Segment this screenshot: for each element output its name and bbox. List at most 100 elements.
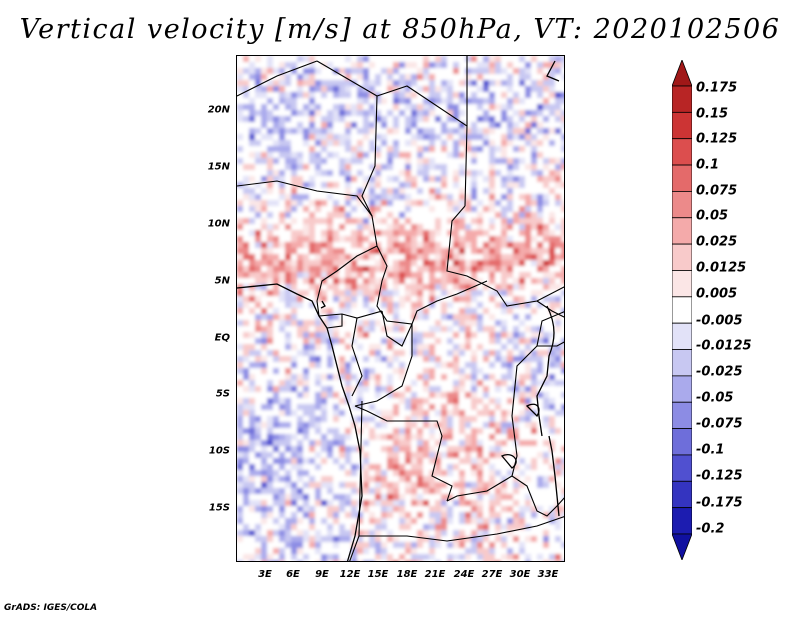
field-cell [513, 68, 519, 74]
field-cell [507, 272, 513, 278]
field-cell [249, 122, 255, 128]
field-cell [501, 356, 507, 362]
field-cell [327, 416, 333, 422]
field-cell [429, 92, 435, 98]
field-cell [357, 362, 363, 368]
field-cell [537, 224, 543, 230]
field-cell [501, 548, 507, 554]
field-cell [333, 482, 339, 488]
field-cell [375, 236, 381, 242]
field-cell [465, 56, 471, 62]
field-cell [279, 398, 285, 404]
field-cell [459, 320, 465, 326]
field-cell [519, 470, 525, 476]
field-cell [429, 170, 435, 176]
field-cell [237, 368, 243, 374]
field-cell [501, 176, 507, 182]
field-cell [519, 146, 525, 152]
field-cell [333, 140, 339, 146]
field-cell [369, 356, 375, 362]
field-cell [399, 374, 405, 380]
field-cell [471, 74, 477, 80]
field-cell [339, 176, 345, 182]
field-cell [447, 302, 453, 308]
field-cell [429, 290, 435, 296]
field-cell [351, 122, 357, 128]
field-cell [435, 80, 441, 86]
field-cell [555, 74, 561, 80]
field-cell [285, 434, 291, 440]
field-cell [399, 164, 405, 170]
field-cell [315, 554, 321, 560]
field-cell [507, 122, 513, 128]
field-cell [279, 242, 285, 248]
field-cell [279, 332, 285, 338]
field-cell [315, 560, 321, 561]
field-cell [237, 224, 243, 230]
field-cell [477, 332, 483, 338]
field-cell [477, 428, 483, 434]
field-cell [507, 284, 513, 290]
field-cell [507, 464, 513, 470]
field-cell [285, 536, 291, 542]
field-cell [309, 488, 315, 494]
field-cell [249, 104, 255, 110]
field-cell [561, 188, 564, 194]
field-cell [351, 482, 357, 488]
field-cell [291, 356, 297, 362]
field-cell [441, 68, 447, 74]
field-cell [261, 404, 267, 410]
field-cell [255, 74, 261, 80]
field-cell [375, 410, 381, 416]
coastlines [237, 60, 560, 561]
field-cell [489, 398, 495, 404]
grads-credit: GrADS: IGES/COLA [4, 603, 98, 613]
field-cell [255, 242, 261, 248]
field-cell [561, 338, 564, 344]
field-cell [393, 530, 399, 536]
field-cell [237, 386, 243, 392]
colorbar-label: 0.05 [696, 208, 729, 224]
field-cell [351, 86, 357, 92]
field-cell [357, 266, 363, 272]
field-cell [249, 206, 255, 212]
field-cell [339, 386, 345, 392]
field-cell [507, 380, 513, 386]
field-cell [237, 188, 243, 194]
field-cell [471, 368, 477, 374]
field-cell [303, 194, 309, 200]
field-cell [423, 344, 429, 350]
field-cell [255, 200, 261, 206]
field-cell [507, 536, 513, 542]
field-cell [399, 116, 405, 122]
field-cell [327, 464, 333, 470]
field-cell [303, 368, 309, 374]
field-cell [537, 512, 543, 518]
field-cell [435, 56, 441, 62]
field-cell [363, 314, 369, 320]
field-cell [471, 554, 477, 560]
field-cell [303, 536, 309, 542]
field-cell [303, 146, 309, 152]
field-cell [561, 488, 564, 494]
field-cell [351, 152, 357, 158]
field-cell [381, 164, 387, 170]
field-cell [261, 356, 267, 362]
field-cell [423, 92, 429, 98]
field-cell [495, 128, 501, 134]
field-cell [519, 170, 525, 176]
field-cell [525, 188, 531, 194]
field-cell [549, 320, 555, 326]
field-cell [429, 476, 435, 482]
field-cell [411, 164, 417, 170]
field-cell [513, 314, 519, 320]
field-cell [303, 302, 309, 308]
field-cell [249, 356, 255, 362]
field-cell [549, 110, 555, 116]
field-cell [525, 506, 531, 512]
field-cell [489, 164, 495, 170]
field-cell [399, 272, 405, 278]
field-cell [297, 326, 303, 332]
field-cell [531, 452, 537, 458]
field-cell [285, 188, 291, 194]
